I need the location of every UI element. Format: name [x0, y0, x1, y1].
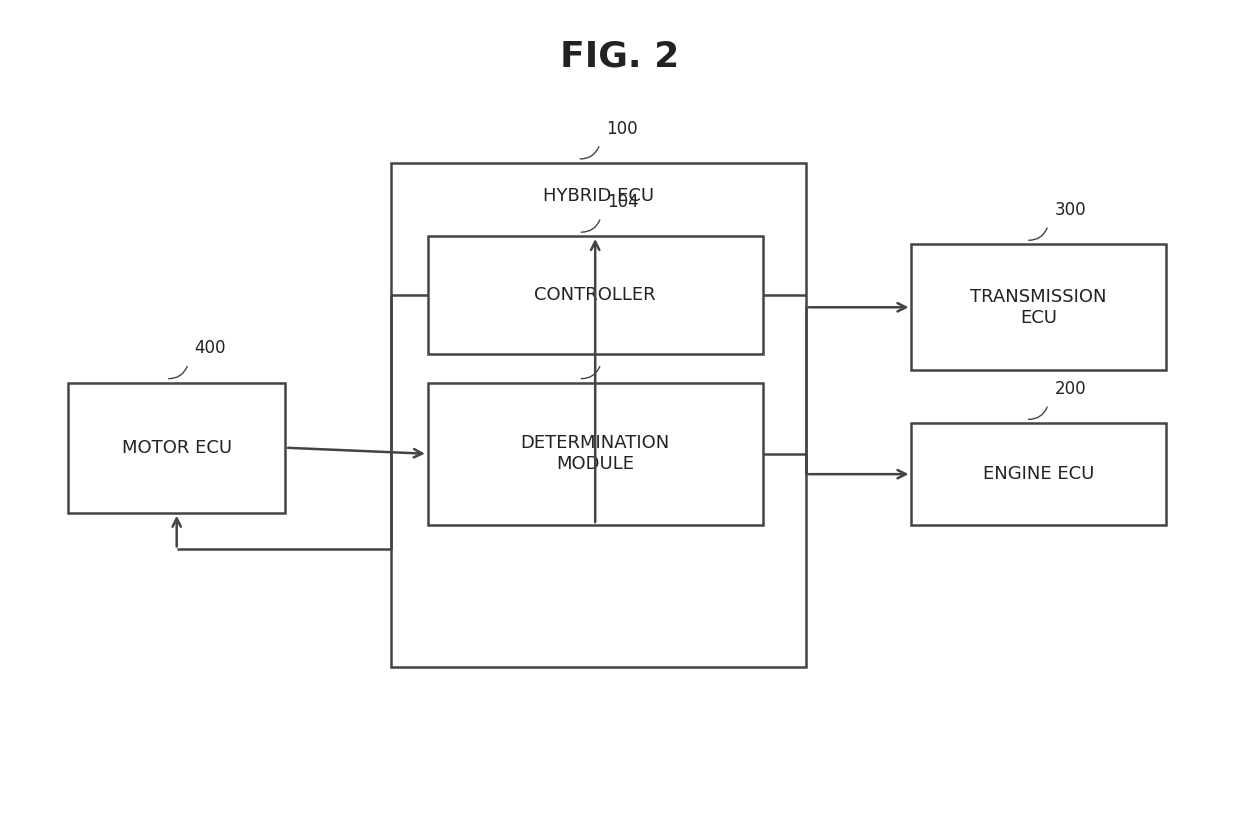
Text: 100: 100	[606, 120, 637, 138]
Text: DETERMINATION
MODULE: DETERMINATION MODULE	[521, 435, 670, 473]
Text: 102: 102	[608, 339, 639, 357]
Bar	[428, 236, 763, 354]
Text: 104: 104	[608, 193, 639, 211]
Bar	[68, 383, 285, 513]
Text: FIG. 2: FIG. 2	[560, 40, 680, 74]
Bar	[911, 244, 1166, 370]
Bar	[911, 423, 1166, 525]
Text: 200: 200	[1054, 380, 1086, 398]
Text: ENGINE ECU: ENGINE ECU	[983, 465, 1094, 484]
Text: TRANSMISSION
ECU: TRANSMISSION ECU	[970, 288, 1107, 326]
Bar	[391, 163, 806, 667]
Text: CONTROLLER: CONTROLLER	[534, 286, 656, 304]
Text: HYBRID ECU: HYBRID ECU	[543, 187, 653, 205]
Text: MOTOR ECU: MOTOR ECU	[122, 439, 232, 457]
Bar	[428, 383, 763, 525]
Text: 300: 300	[1054, 201, 1086, 219]
Text: 400: 400	[195, 339, 226, 357]
